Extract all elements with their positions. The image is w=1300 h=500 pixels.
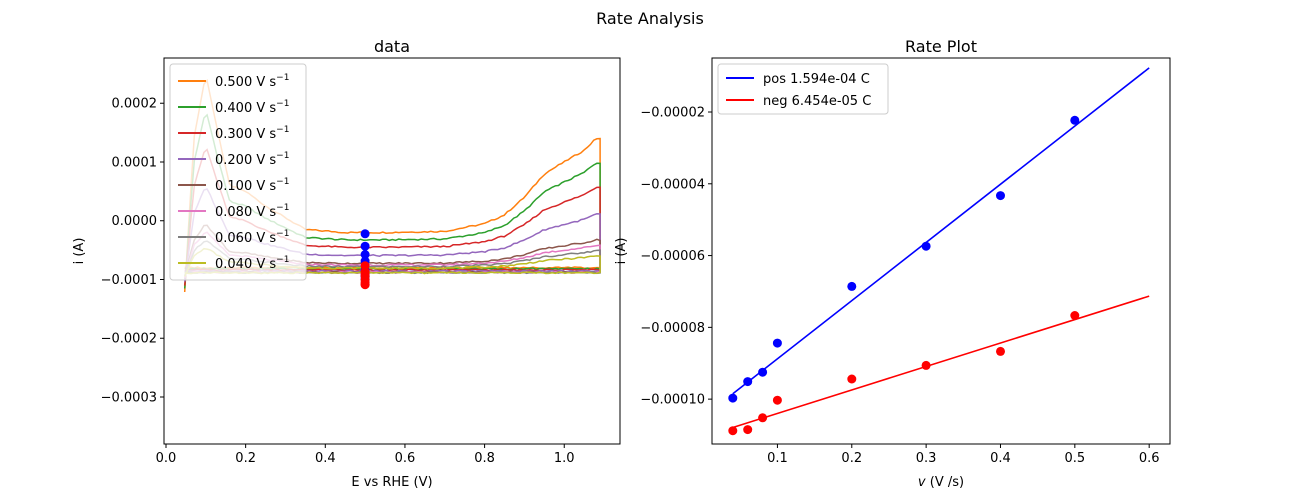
cv-marker-pos-2	[360, 250, 370, 259]
rate-y-tick-label: −0.00004	[640, 177, 705, 192]
cv-y-tick-label: 0.0002	[112, 97, 158, 112]
rate-y-tick-label: −0.00006	[640, 249, 705, 264]
rate-point-0-3	[772, 338, 782, 348]
cv-y-tick-label: −0.0001	[101, 273, 157, 288]
cv-legend-box	[169, 63, 307, 281]
cv-x-tick-label: 0.2	[235, 451, 256, 466]
rate-x-axis-label: v (V /s)	[918, 475, 964, 490]
rate-point-0-0	[728, 393, 738, 403]
rate-point-0-4	[847, 281, 857, 291]
cv-legend-label: 0.300 V s−1	[215, 125, 289, 142]
rate-x-tick-label: 0.3	[916, 451, 937, 466]
cv-data-panel: data 0.0 0.2 0.4 0.6 0.8 1.0 0.00020.00010.00…	[72, 37, 621, 490]
rate-x-axis-unit: (V /s)	[926, 475, 964, 490]
rate-point-1-1	[743, 425, 753, 435]
rate-point-1-5	[921, 360, 931, 370]
cv-panel-title: data	[374, 37, 410, 56]
cv-series-0.040	[184, 247, 601, 277]
rate-x-tick-label: 0.1	[767, 451, 788, 466]
rate-y-tick-label: −0.00008	[640, 321, 705, 336]
rate-x-tick-label: 0.6	[1139, 451, 1160, 466]
cv-y-tick-label: 0.0000	[112, 214, 158, 229]
figure-title: Rate Analysis	[596, 9, 704, 28]
cv-x-ticks: 0.0 0.2 0.4 0.6 0.8 1.0	[156, 444, 575, 466]
rate-point-1-7	[1070, 311, 1080, 320]
cv-marker-neg-7	[360, 280, 370, 290]
rate-legend: pos 1.594e-04 C neg 6.454e-05 C	[717, 63, 889, 115]
rate-y-axis-label: i (A)	[614, 238, 629, 265]
rate-point-1-3	[772, 395, 782, 405]
cv-x-tick-label: 0.8	[474, 451, 495, 466]
cv-x-tick-label: 0.4	[315, 451, 336, 466]
rate-point-0-6	[996, 191, 1005, 201]
cv-y-tick-label: 0.0001	[112, 155, 158, 170]
rate-legend-label: pos 1.594e-04 C	[763, 72, 870, 87]
rate-fit-line-1	[732, 295, 1150, 429]
rate-legend-box	[717, 63, 889, 115]
cv-legend: 0.500 V s−1 0.400 V s−1 0.300 V s−1 0.200 V…	[169, 63, 307, 281]
rate-panel-title: Rate Plot	[905, 37, 977, 56]
cv-x-tick-label: 0.6	[395, 451, 416, 466]
cv-legend-label: 0.100 V s−1	[215, 177, 289, 194]
cv-y-ticks: 0.0002 0.0001 0.0000 −0.0001 −0.0002 −0.0003	[101, 97, 164, 405]
rate-x-tick-label: 0.4	[990, 451, 1011, 466]
cv-legend-label: 0.400 V s−1	[215, 99, 289, 116]
rate-legend-label: neg 6.454e-05 C	[763, 94, 871, 109]
cv-y-axis-label: i (A)	[72, 238, 87, 265]
rate-point-1-0	[728, 426, 738, 436]
rate-y-tick-label: −0.00002	[640, 106, 705, 121]
rate-y-ticks: −0.00002 −0.00004 −0.00006 −0.00008 −0.00010	[640, 106, 712, 408]
rate-point-0-7	[1070, 115, 1080, 125]
rate-point-0-5	[921, 241, 931, 251]
rate-point-0-1	[743, 377, 753, 387]
cv-x-axis-label: E vs RHE (V)	[351, 475, 432, 490]
rate-x-ticks: 0.1 0.2 0.3 0.4 0.5 0.6	[767, 444, 1160, 466]
rate-fit-line-0	[732, 67, 1150, 395]
cv-plot-area	[183, 78, 601, 293]
rate-point-0-2	[758, 367, 768, 377]
cv-legend-label: 0.200 V s−1	[215, 151, 289, 168]
rate-x-axis-symbol: v	[918, 475, 926, 490]
cv-x-tick-label: 1.0	[554, 451, 575, 466]
rate-point-1-6	[996, 346, 1005, 356]
cv-legend-label: 0.040 V s−1	[215, 255, 289, 272]
cv-legend-label: 0.080 V s−1	[215, 203, 289, 220]
cv-y-tick-label: −0.0003	[101, 390, 157, 405]
rate-y-tick-label: −0.00010	[640, 393, 705, 408]
cv-y-tick-label: −0.0002	[101, 332, 157, 347]
cv-plot-frame	[163, 57, 621, 445]
rate-plot-panel: Rate Plot 0.1 0.2 0.3 0.4 0.5 0.6 −0.00002−0.…	[614, 37, 1171, 490]
cv-x-tick-label: 0.0	[156, 451, 177, 466]
rate-x-tick-label: 0.5	[1064, 451, 1085, 466]
cv-marker-pos-1	[360, 241, 370, 251]
cv-legend-label: 0.500 V s−1	[215, 73, 289, 90]
rate-point-1-4	[847, 374, 857, 384]
cv-marker-pos-0	[360, 229, 370, 239]
rate-plot-area	[728, 67, 1150, 436]
rate-point-1-2	[758, 413, 768, 423]
rate-x-tick-label: 0.2	[841, 451, 862, 466]
rate-plot-frame	[711, 57, 1171, 445]
cv-legend-label: 0.060 V s−1	[215, 229, 289, 246]
